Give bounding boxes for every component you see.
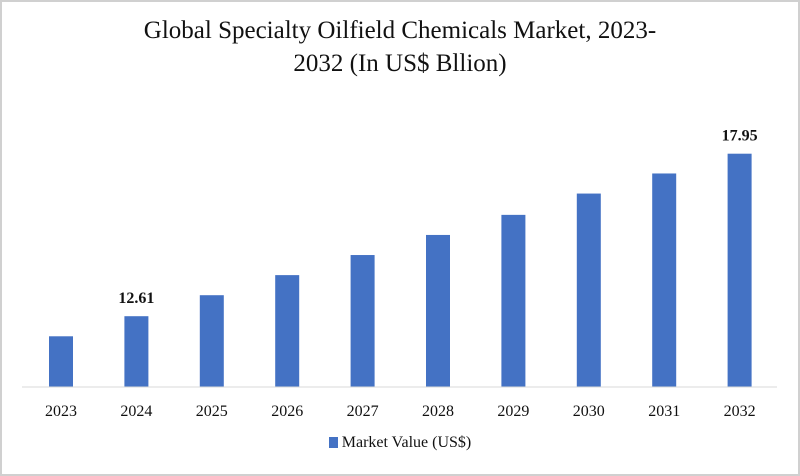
bar-2029: [501, 214, 526, 387]
x-tick-label: 2028: [422, 403, 454, 420]
legend-swatch: [328, 437, 338, 448]
x-tick-label: 2023: [45, 403, 77, 420]
data-label: 12.61: [118, 290, 154, 307]
bar-2027: [350, 255, 375, 387]
chart-title: Global Specialty Oilfield Chemicals Mark…: [0, 14, 800, 80]
x-tick-label: 2031: [648, 403, 680, 420]
x-tick-label: 2024: [120, 403, 152, 420]
bar-2031: [652, 173, 677, 387]
title-line-1: Global Specialty Oilfield Chemicals Mark…: [143, 17, 657, 44]
bar-2024: [124, 316, 149, 387]
bar-2025: [199, 295, 224, 387]
x-tick-label: 2030: [573, 403, 605, 420]
x-tick-label: 2029: [497, 403, 529, 420]
x-tick-label: 2025: [196, 403, 228, 420]
bar-2032: [727, 153, 752, 387]
bar-2026: [275, 275, 300, 387]
bar-2028: [426, 234, 450, 387]
x-tick-label: 2027: [347, 403, 379, 420]
x-tick-label: 2032: [724, 403, 756, 420]
legend: Market Value (US$): [0, 434, 800, 452]
bar-2023: [49, 336, 73, 387]
bar-2030: [576, 193, 601, 387]
data-label: 17.95: [722, 128, 758, 145]
x-tick-label: 2026: [271, 403, 303, 420]
title-line-2: 2032 (In US$ Bllion): [293, 50, 507, 77]
legend-label: Market Value (US$): [341, 434, 472, 451]
